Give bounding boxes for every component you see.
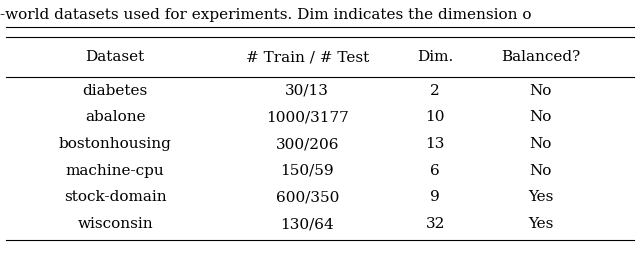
Text: No: No (530, 137, 552, 151)
Text: Balanced?: Balanced? (501, 50, 580, 64)
Text: 6: 6 (430, 164, 440, 178)
Text: wisconsin: wisconsin (77, 217, 153, 231)
Text: Yes: Yes (528, 190, 554, 204)
Text: machine-cpu: machine-cpu (66, 164, 164, 178)
Text: Dim.: Dim. (417, 50, 453, 64)
Text: No: No (530, 164, 552, 178)
Text: diabetes: diabetes (83, 84, 148, 98)
Text: 600/350: 600/350 (275, 190, 339, 204)
Text: Dataset: Dataset (86, 50, 145, 64)
Text: 13: 13 (426, 137, 445, 151)
Text: abalone: abalone (85, 110, 145, 124)
Text: 30/13: 30/13 (285, 84, 329, 98)
Text: -world datasets used for experiments. Dim indicates the dimension o: -world datasets used for experiments. Di… (0, 8, 531, 22)
Text: # Train / # Test: # Train / # Test (246, 50, 369, 64)
Text: 300/206: 300/206 (275, 137, 339, 151)
Text: 2: 2 (430, 84, 440, 98)
Text: 9: 9 (430, 190, 440, 204)
Text: 150/59: 150/59 (280, 164, 334, 178)
Text: No: No (530, 110, 552, 124)
Text: No: No (530, 84, 552, 98)
Text: Yes: Yes (528, 217, 554, 231)
Text: stock-domain: stock-domain (64, 190, 166, 204)
Text: 32: 32 (426, 217, 445, 231)
Text: 10: 10 (426, 110, 445, 124)
Text: 130/64: 130/64 (280, 217, 334, 231)
Text: 1000/3177: 1000/3177 (266, 110, 349, 124)
Text: bostonhousing: bostonhousing (59, 137, 172, 151)
